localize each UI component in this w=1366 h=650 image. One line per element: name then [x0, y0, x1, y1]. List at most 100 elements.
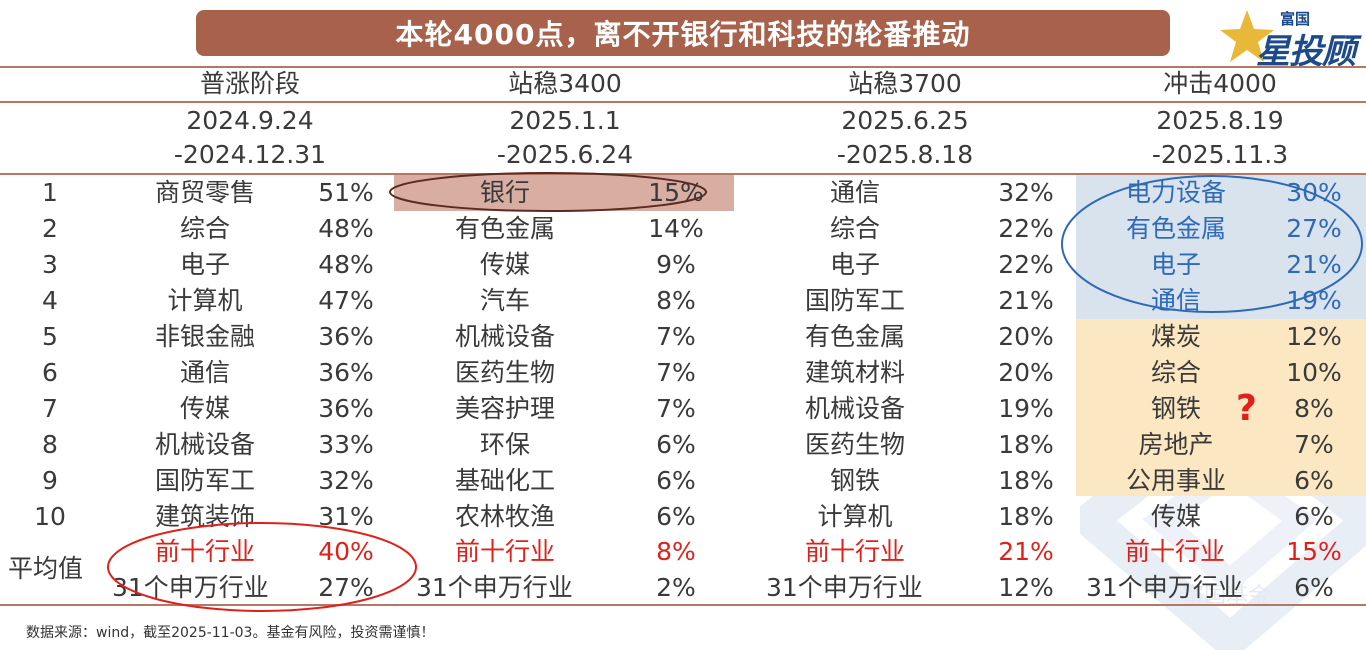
industry-name: 电子	[179, 250, 230, 279]
industry-return: 10%	[1286, 358, 1342, 387]
industry-return: 18%	[998, 430, 1054, 459]
industry-return: 21%	[998, 286, 1054, 315]
industry-name: 建筑装饰	[154, 502, 255, 531]
industry-return: 7%	[656, 322, 696, 351]
average-label: 平均值	[8, 554, 84, 583]
avg-all-value-4: 6%	[1294, 573, 1334, 602]
industry-return: 30%	[1286, 178, 1342, 207]
industry-name: 电子	[829, 250, 880, 279]
phase-date-end-4: -2025.11.3	[1151, 140, 1289, 169]
avg-top10-label-2: 前十行业	[454, 537, 555, 566]
avg-top10-label-1: 前十行业	[154, 537, 255, 566]
industry-return: 36%	[318, 322, 374, 351]
industry-return: 31%	[318, 502, 374, 531]
phase-date-end-3: -2025.8.18	[836, 140, 974, 169]
phase-header-3: 站稳3700	[848, 69, 962, 98]
avg-top10-label-4: 前十行业	[1124, 537, 1225, 566]
phase-date-end-1: -2024.12.31	[173, 140, 327, 169]
rank-number: 8	[42, 430, 58, 459]
rank-number: 5	[42, 322, 58, 351]
industry-return: 21%	[1286, 250, 1342, 279]
industry-name: 综合	[1150, 358, 1201, 387]
industry-name: 计算机	[817, 502, 893, 531]
industry-name: 国防军工	[804, 286, 905, 315]
avg-all-value-2: 2%	[656, 573, 696, 602]
industry-name: 传媒	[1150, 502, 1201, 531]
star-icon	[1220, 10, 1274, 62]
industry-name: 综合	[829, 214, 880, 243]
industry-name: 有色金属	[1125, 214, 1226, 243]
rank-number: 4	[42, 286, 58, 315]
industry-name: 机械设备	[804, 394, 905, 423]
industry-name: 环保	[479, 430, 530, 459]
avg-all-label-3: 31个申万行业	[766, 573, 923, 602]
industry-return: 18%	[998, 466, 1054, 495]
industry-return: 32%	[318, 466, 374, 495]
industry-name: 房地产	[1138, 430, 1214, 459]
industry-return: 18%	[998, 502, 1054, 531]
industry-return: 8%	[656, 286, 696, 315]
phase-date-end-2: -2025.6.24	[496, 140, 634, 169]
industry-return: 22%	[998, 214, 1054, 243]
avg-all-value-1: 27%	[318, 573, 374, 602]
industry-return: 6%	[1294, 466, 1334, 495]
rank-number: 7	[42, 394, 58, 423]
avg-top10-value-4: 15%	[1286, 537, 1342, 566]
avg-all-label-4: 31个申万行业	[1086, 573, 1243, 602]
industry-return: 19%	[1286, 286, 1342, 315]
industry-return: 6%	[1294, 502, 1334, 531]
industry-return: 6%	[656, 430, 696, 459]
industry-return: 12%	[1286, 322, 1342, 351]
industry-name: 机械设备	[154, 430, 255, 459]
brand-logo: 富国 星投顾	[1216, 4, 1366, 72]
industry-name: 有色金属	[454, 214, 555, 243]
phase-header-4: 冲击4000	[1163, 69, 1277, 98]
industry-name: 汽车	[479, 286, 530, 315]
industry-name: 国防军工	[154, 466, 255, 495]
industry-return: 19%	[998, 394, 1054, 423]
industry-return: 7%	[656, 394, 696, 423]
industry-name: 钢铁	[829, 466, 880, 495]
industry-return: 27%	[1286, 214, 1342, 243]
industry-name: 公用事业	[1125, 466, 1226, 495]
industry-return: 6%	[656, 502, 696, 531]
rule-under-header	[0, 101, 1366, 103]
industry-return: 14%	[648, 214, 704, 243]
page-title: 本轮4000点，离不开银行和科技的轮番推动	[196, 10, 1170, 56]
rank-number: 1	[42, 178, 58, 207]
industry-name: 传媒	[479, 250, 530, 279]
industry-return: 7%	[656, 358, 696, 387]
industry-name: 基础化工	[454, 466, 555, 495]
industry-return: 47%	[318, 286, 374, 315]
industry-name: 综合	[179, 214, 230, 243]
avg-top10-value-1: 40%	[318, 537, 374, 566]
industry-name: 计算机	[167, 286, 243, 315]
avg-top10-label-3: 前十行业	[804, 537, 905, 566]
highlight-rows5-9-yellow	[1076, 319, 1366, 496]
industry-return: 6%	[656, 466, 696, 495]
industry-name: 建筑材料	[804, 358, 905, 387]
industry-return: 32%	[998, 178, 1054, 207]
phase-date-start-3: 2025.6.25	[841, 106, 969, 135]
industry-name: 通信	[1150, 286, 1201, 315]
industry-name: 电力设备	[1125, 178, 1226, 207]
industry-name: 通信	[179, 358, 230, 387]
industry-return: 36%	[318, 358, 374, 387]
rule-bottom	[0, 604, 1366, 606]
footer-note: 数据来源：wind，截至2025-11-03。基金有风险，投资需谨慎！	[26, 625, 435, 641]
industry-return: 22%	[998, 250, 1054, 279]
industry-name: 机械设备	[454, 322, 555, 351]
industry-return: 20%	[998, 358, 1054, 387]
rank-number: 3	[42, 250, 58, 279]
industry-name: 通信	[829, 178, 880, 207]
industry-return: 8%	[1294, 394, 1334, 423]
industry-return: 33%	[318, 430, 374, 459]
industry-name: 农林牧渔	[454, 502, 555, 531]
phase-date-start-1: 2024.9.24	[186, 106, 314, 135]
rank-number: 10	[34, 502, 66, 531]
industry-return: 15%	[648, 178, 704, 207]
avg-top10-value-2: 8%	[656, 537, 696, 566]
industry-return: 7%	[1294, 430, 1334, 459]
industry-name: 电子	[1150, 250, 1201, 279]
avg-all-value-3: 12%	[998, 573, 1054, 602]
